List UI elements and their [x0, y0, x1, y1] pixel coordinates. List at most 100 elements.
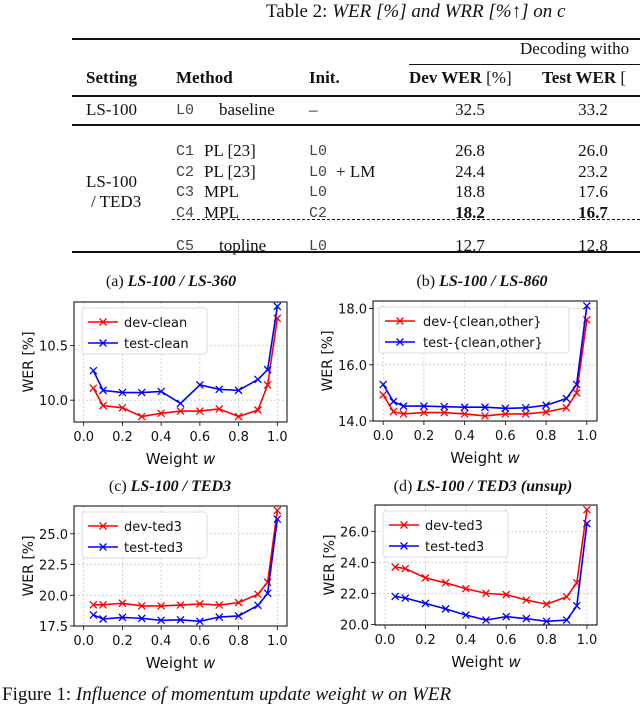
chart-c: 0.0 0.2 0.4 0.6 0.8 1.0 17.5 20.0 22.5 25.0 dev-te… — [21, 505, 288, 672]
x-tick-label: 0.2 — [414, 429, 435, 444]
x-marker — [273, 506, 282, 515]
x-axis-label: Weight w — [146, 450, 216, 468]
x-marker — [399, 410, 408, 418]
x-axis-label-var: w — [507, 449, 520, 467]
series-test-{clean,other} — [379, 301, 591, 413]
x-marker — [263, 589, 272, 598]
x-marker — [215, 601, 224, 610]
x-tick-label: 1.0 — [267, 430, 288, 445]
x-marker — [522, 614, 531, 623]
x-axis-label-text: Weight — [451, 653, 503, 671]
chart-b: 0.0 0.2 0.4 0.6 0.8 1.0 14.0 16.0 18.0 dev-{clean… — [320, 300, 598, 467]
subcaption-a-title: LS-100 / LS-360 — [127, 273, 237, 290]
x-marker — [215, 385, 224, 394]
x-tick-label: 0.0 — [373, 429, 394, 444]
chart-a: 0.0 0.2 0.4 0.6 0.8 1.0 10.0 10.5 dev-clean test-… — [21, 301, 288, 468]
legend-label: test-clean — [124, 337, 189, 352]
x-axis-label: Weight w — [450, 449, 520, 467]
x-marker — [481, 411, 489, 420]
x-tick-label: 1.0 — [577, 633, 598, 648]
cell-code: C2 — [176, 164, 195, 181]
x-marker — [195, 599, 204, 608]
x-marker — [99, 386, 108, 395]
x-marker — [542, 408, 551, 416]
x-marker — [582, 519, 591, 528]
cell-code: C1 — [176, 143, 195, 160]
x-marker — [176, 615, 185, 624]
series-dev-{clean,other} — [379, 315, 591, 420]
table-caption-text: WER [%] and WRR [%↑] on c — [332, 1, 566, 22]
legend-label: dev-clean — [124, 316, 187, 331]
header-init: Init. — [309, 68, 340, 87]
x-tick-label: 0.6 — [190, 430, 211, 445]
legend-label: dev-{clean,other} — [423, 315, 542, 330]
legend: dev-ted3 test-ted3 — [382, 510, 509, 558]
table-top-rule — [72, 38, 640, 40]
x-marker — [195, 380, 204, 389]
subcaption-b-title: LS-100 / LS-860 — [439, 273, 548, 290]
y-tick-label: 10.0 — [39, 394, 68, 409]
cell-init: L0 — [309, 238, 328, 255]
subcaption-d-title: LS-100 / TED3 (unsup) — [416, 478, 573, 495]
table-bottom-rule — [72, 251, 640, 253]
series-line — [92, 318, 279, 418]
x-marker — [542, 617, 551, 626]
x-marker — [421, 599, 430, 608]
x-marker — [89, 600, 98, 609]
y-tick-label: 26.0 — [340, 525, 369, 540]
x-marker — [263, 380, 272, 389]
cell-method: PL [23] — [204, 141, 256, 160]
x-tick-label: 0.8 — [228, 430, 249, 445]
cell-dev: 12.7 — [455, 236, 485, 255]
series-dev-ted3 — [391, 505, 591, 609]
x-marker — [176, 407, 185, 416]
cell-dev: 18.2 — [455, 203, 485, 222]
y-tick-label: 20.0 — [39, 589, 68, 604]
x-marker — [389, 397, 398, 406]
header-rule — [72, 95, 640, 97]
cell-init-extra: + LM — [336, 162, 376, 181]
x-marker — [400, 521, 408, 529]
cell-test: 23.2 — [578, 162, 608, 181]
x-marker — [582, 301, 591, 310]
x-marker — [263, 365, 272, 374]
x-marker — [234, 412, 243, 421]
x-marker — [215, 613, 224, 621]
header-test-label: Test WER — [542, 68, 617, 87]
x-axis-label: Weight w — [146, 654, 216, 672]
cell-dev: 18.8 — [455, 182, 485, 201]
x-marker — [379, 380, 388, 389]
x-marker — [137, 412, 146, 421]
header-test-unit: [ — [620, 68, 627, 87]
x-marker — [215, 404, 224, 413]
y-axis-label: WER [%] — [21, 331, 37, 392]
x-axis-label-var: w — [508, 653, 521, 671]
x-marker — [562, 592, 571, 601]
x-marker — [253, 375, 262, 384]
header-method: Method — [176, 68, 233, 87]
cell-method: MPL — [204, 203, 239, 222]
x-tick-label: 0.6 — [496, 633, 517, 648]
x-tick-label: 0.2 — [415, 633, 436, 648]
cell-method: PL [23] — [204, 162, 256, 181]
group-header: Decoding witho — [520, 39, 630, 58]
cell-method: baseline — [219, 100, 275, 119]
subcaption-b-label: (b) — [416, 273, 436, 290]
x-marker — [157, 601, 166, 610]
x-tick-label: 0.2 — [112, 634, 133, 649]
series-test-ted3 — [391, 519, 591, 626]
x-marker — [396, 317, 404, 325]
x-marker — [460, 410, 469, 418]
series-dev-ted3 — [89, 506, 282, 610]
x-marker — [99, 543, 107, 551]
x-marker — [481, 403, 489, 412]
x-marker — [440, 402, 449, 411]
x-marker — [195, 617, 204, 626]
cell-code: L0 — [176, 102, 195, 119]
subcaption-d-label: (d) — [393, 478, 413, 495]
section-rule — [72, 124, 640, 126]
x-marker — [157, 616, 166, 625]
x-marker — [460, 403, 469, 412]
legend: dev-ted3 test-ted3 — [81, 511, 208, 559]
